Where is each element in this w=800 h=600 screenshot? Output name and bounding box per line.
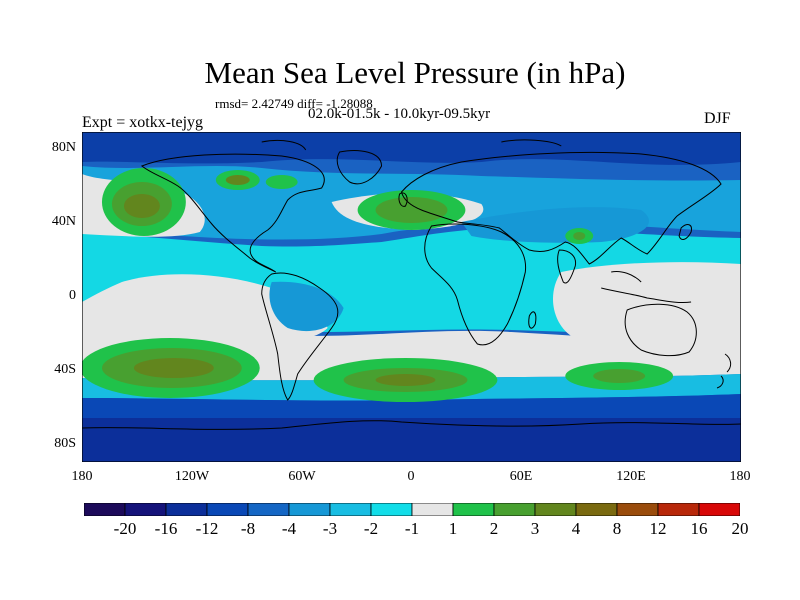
high-anomaly-north-atlantic	[357, 190, 466, 230]
pressure-map	[82, 132, 741, 462]
colorbar-tick-label: -1	[404, 519, 420, 538]
colorbar-swatch	[84, 503, 126, 516]
colorbar-tick-label: 3	[530, 519, 540, 538]
colorbar-tick-label: 1	[448, 519, 458, 538]
colorbar-swatch	[575, 503, 618, 516]
lon-label-120w: 120W	[174, 469, 210, 484]
sh-storm-track	[82, 394, 741, 418]
colorbar-swatch	[493, 503, 536, 516]
chart-title: Mean Sea Level Pressure (in hPa)	[204, 55, 626, 90]
antarctic-band	[82, 418, 741, 462]
period-subtitle: 02.0k-01.5k - 10.0kyr-09.5kyr	[308, 106, 491, 122]
colorbar-tick-label: -4	[281, 519, 297, 538]
colorbar-swatch	[411, 503, 454, 516]
asia-low-patch	[461, 207, 649, 243]
colorbar-swatch	[329, 503, 372, 516]
lon-label-120e: 120E	[616, 469, 646, 484]
season-label: DJF	[704, 110, 731, 127]
colorbar-tick-label: 16	[690, 519, 708, 538]
lat-label-40s: 40S	[54, 362, 76, 377]
colorbar-tick-label: 2	[489, 519, 499, 538]
lon-label-60e: 60E	[509, 469, 533, 484]
colorbar-swatch	[124, 503, 167, 516]
colorbar-swatch	[452, 503, 495, 516]
stats-line: rmsd= 2.42749 diff= -1.28088	[215, 96, 373, 111]
colorbar-tick-label: 4	[571, 519, 581, 538]
colorbar-tick-label: -8	[240, 519, 256, 538]
colorbar-tick-label: -20	[113, 519, 137, 538]
colorbar-tick-label: 20	[731, 519, 749, 538]
colorbar	[84, 503, 740, 516]
lon-label-180e: 180	[729, 469, 751, 484]
experiment-label: Expt = xotkx-tejyg	[82, 114, 204, 131]
lon-label-60w: 60W	[288, 469, 316, 484]
high-anomaly-south-atlantic	[313, 358, 498, 402]
colorbar-swatch	[698, 503, 740, 516]
lon-label-180w: 180	[71, 469, 93, 484]
colorbar-swatch	[534, 503, 577, 516]
colorbar-swatch	[165, 503, 208, 516]
high-anomaly-tibet	[565, 228, 594, 244]
colorbar-swatch	[288, 503, 331, 516]
nh-polar-band	[82, 132, 741, 165]
colorbar-swatch	[206, 503, 249, 516]
lat-label-80n: 80N	[51, 140, 76, 155]
colorbar-tick-label: -16	[154, 519, 178, 538]
colorbar-swatch	[657, 503, 700, 516]
high-anomaly-north-pacific	[101, 168, 186, 236]
colorbar-tick-label: 8	[612, 519, 622, 538]
south-america-low-patch	[269, 281, 344, 332]
colorbar-tick-label: -2	[363, 519, 379, 538]
high-anomaly-canada	[215, 170, 298, 190]
high-anomaly-south-indian	[565, 362, 674, 390]
colorbar-swatch	[616, 503, 659, 516]
coastlines	[82, 139, 741, 430]
high-anomaly-south-pacific	[82, 338, 260, 398]
colorbar-swatch	[247, 503, 290, 516]
neutral-zone-pacific	[82, 274, 328, 344]
neutral-zone-west-pacific	[552, 262, 741, 344]
colorbar-swatch	[370, 503, 413, 516]
lat-label-0: 0	[69, 288, 76, 303]
lat-label-80s: 80S	[54, 436, 76, 451]
lon-label-0: 0	[407, 469, 415, 484]
colorbar-tick-label: -3	[322, 519, 338, 538]
colorbar-tick-label: 12	[649, 519, 667, 538]
lat-label-40n: 40N	[51, 214, 76, 229]
colorbar-tick-label: -12	[195, 519, 219, 538]
